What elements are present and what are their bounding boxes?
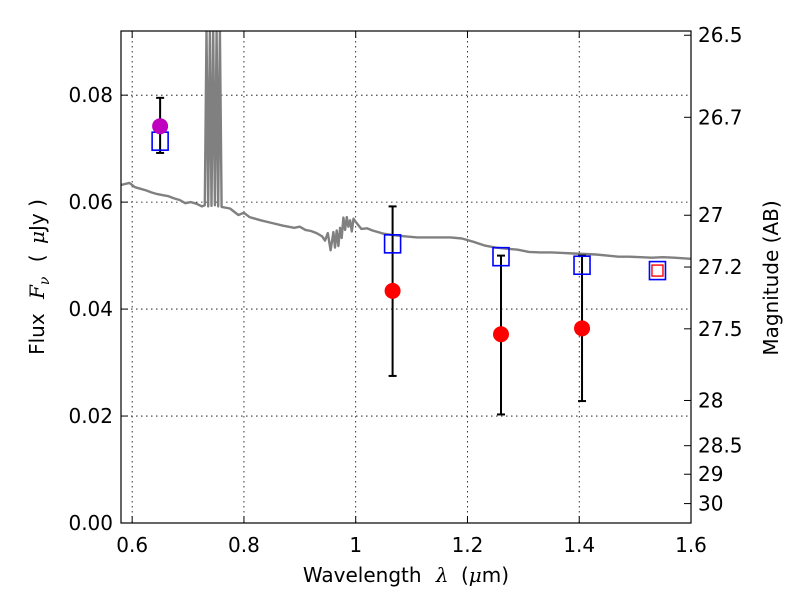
x-axis-label-unit-mu: μ (469, 563, 482, 587)
y2-tick-label: 29 (698, 462, 723, 486)
y-axis-label-prefix: Flux (25, 313, 49, 355)
plot-frame (120, 30, 692, 524)
y-axis-label-subscript: ν (37, 276, 53, 285)
model-photometry-marker (573, 255, 591, 276)
model-photometry-marker (492, 246, 510, 267)
y-tick-label: 0.08 (68, 83, 113, 107)
y-tick-label: 0.04 (68, 297, 113, 321)
clipped-data (121, 31, 691, 416)
observed-flux-marker (493, 326, 509, 343)
y2-tick-label: 27.5 (698, 317, 743, 341)
x-axis-label-unit-rest: m) (482, 563, 509, 587)
axis-layer: 0.6 0.8 1 1.2 1.4 1.6 0.00 0.02 0.04 0.06 0.08 26.5… (68, 23, 742, 557)
y-axis-label-symbol: F (25, 284, 49, 300)
y2-tick-label: 28 (698, 388, 723, 412)
model-photometry-marker (383, 234, 402, 254)
y-tick-label: 0.06 (68, 190, 113, 214)
y2-tick-label: 26.5 (698, 23, 743, 47)
observed-flux-marker (384, 282, 401, 299)
x-tick-label: 1.6 (675, 533, 707, 557)
y-axis-label-unit-open: ( (25, 254, 49, 262)
x-axis-label: Wavelength λ (μm) (303, 563, 509, 587)
x-tick-label: 0.6 (116, 533, 148, 557)
data-layer (121, 31, 691, 416)
y-axis-label: Flux Fν ( μJy ) (25, 199, 54, 355)
y-tick-label: 0.00 (68, 511, 113, 535)
y-axis-label-unit-mu: μ (25, 231, 49, 244)
y2-tick-label: 27 (698, 203, 723, 227)
x-tick-label: 1.4 (563, 533, 595, 557)
model-spectrum-line (121, 31, 691, 260)
observed-flux-marker (574, 320, 591, 337)
y2-tick-label: 30 (698, 492, 723, 516)
x-tick-label: 1 (349, 533, 362, 557)
limit-marker (651, 264, 664, 277)
y-axis-label-unit-rest: Jy ) (25, 199, 49, 233)
model-photometry-marker (648, 260, 667, 281)
x-tick-label: 0.8 (228, 533, 260, 557)
x-axis-label-unit-open: ( (461, 563, 469, 587)
y2-tick-label: 28.5 (698, 434, 743, 458)
y2-tick-label: 26.7 (698, 105, 743, 129)
y-tick-label: 0.02 (68, 404, 113, 428)
x-tick-label: 1.2 (452, 533, 484, 557)
y2-axis-label: Magnitude (AB) (759, 200, 783, 355)
y2-tick-label: 27.2 (698, 255, 743, 279)
observed-flux-marker (152, 118, 169, 135)
x-axis-label-prefix: Wavelength (303, 563, 422, 587)
x-axis-label-symbol: λ (435, 563, 449, 587)
